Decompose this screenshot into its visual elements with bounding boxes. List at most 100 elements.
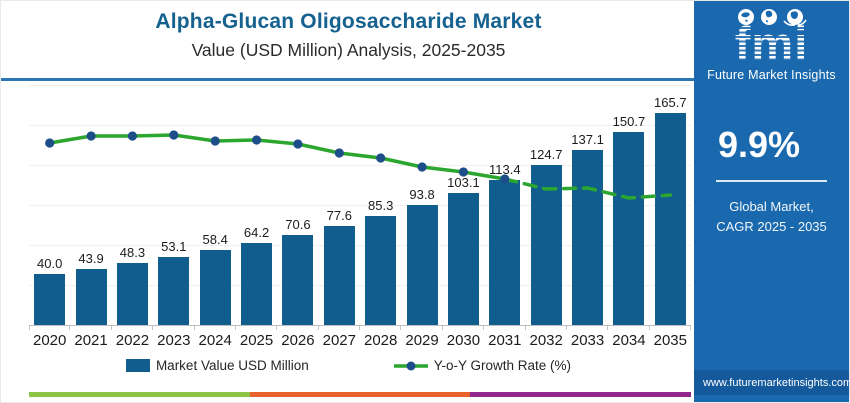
bar-value-label: 40.0 [37, 256, 63, 271]
x-axis-label: 2022 [115, 332, 150, 349]
website-band: www.futuremarketinsights.com [694, 370, 849, 395]
axis-tick [484, 326, 526, 330]
plot-columns: 40.0 43.9 48.3 53.1 58.4 64.2 70.6 77.6 85.3 93.8… [29, 85, 691, 325]
cagr-caption: Global Market, CAGR 2025 - 2035 [694, 197, 849, 237]
bar-column: 165.7 [650, 95, 691, 325]
logo-globes [694, 8, 849, 26]
x-axis-label: 2027 [322, 332, 356, 349]
bar-column: 48.3 [112, 245, 153, 325]
bar-value-label: 124.7 [529, 147, 563, 162]
strip-segment [249, 392, 471, 397]
axis-tick [526, 326, 567, 330]
fmi-logo: fmi Future Market Insights [694, 8, 849, 82]
bar-column: 43.9 [70, 251, 111, 325]
bar [323, 226, 355, 325]
bar-value-label: 77.6 [326, 208, 352, 223]
logo-caption: Future Market Insights [707, 68, 836, 82]
line-legend-icon [393, 361, 428, 370]
bar-value-label: 48.3 [119, 245, 146, 260]
bar [241, 243, 273, 325]
x-axis-label: 2034 [612, 332, 646, 349]
bar-value-label: 103.1 [447, 175, 480, 190]
axis-tick [153, 326, 195, 330]
axis-tick [112, 326, 154, 330]
bar [199, 250, 231, 325]
axis-tick [319, 326, 360, 330]
chart-panel: Alpha-Glucan Oligosaccharide Market Valu… [1, 1, 696, 402]
bar-value-label: 43.9 [78, 251, 104, 266]
bar-column: 70.6 [277, 217, 318, 325]
x-axis-label: 2026 [281, 332, 315, 349]
bar-legend-swatch [125, 359, 150, 372]
axis-tick [567, 326, 609, 330]
globe-south-america-icon [782, 9, 807, 26]
legend-item-bar: Market Value USD Million [125, 358, 309, 373]
strip-segment [29, 392, 250, 397]
line-legend-label: Y-o-Y Growth Rate (%) [433, 358, 572, 373]
x-axis-label: 2031 [488, 332, 522, 349]
x-axis-label: 2033 [570, 332, 605, 349]
bar-column: 58.4 [195, 232, 236, 325]
page-subtitle: Value (USD Million) Analysis, 2025-2035 [191, 40, 506, 60]
x-axis-label: 2029 [405, 332, 439, 349]
axis-tick [29, 326, 71, 330]
bar [75, 269, 107, 325]
axis-tick [360, 326, 402, 330]
bar-value-label: 93.8 [409, 187, 435, 202]
strip-segment [470, 392, 692, 397]
fmi-wordmark: fmi [694, 20, 849, 67]
bar-column: 64.2 [236, 225, 277, 325]
bar-value-label: 137.1 [571, 132, 604, 147]
bar [116, 263, 148, 325]
cagr-divider [716, 180, 827, 182]
sidebar: fmi Future Market Insights 9.9% Global M… [694, 1, 849, 402]
footer-color-strip [29, 392, 692, 397]
bar-value-label: 58.4 [202, 232, 228, 247]
bar-value-label: 70.6 [285, 217, 311, 232]
bar-column: 103.1 [443, 175, 484, 325]
website-link[interactable]: www.futuremarketinsights.com [703, 376, 850, 389]
bar-value-label: 150.7 [612, 114, 646, 129]
page-title: Alpha-Glucan Oligosaccharide Market [155, 10, 542, 33]
title-divider [1, 78, 696, 81]
axis-tick [277, 326, 319, 330]
bar-line-chart: 40.0 43.9 48.3 53.1 58.4 64.2 70.6 77.6 85.3 93.8… [29, 85, 691, 325]
legend-item-line: Y-o-Y Growth Rate (%) [393, 358, 572, 373]
bar [406, 205, 438, 325]
axis-tick [401, 326, 443, 330]
x-axis-label: 2032 [529, 332, 563, 349]
x-axis-label: 2028 [364, 332, 398, 349]
bar [654, 113, 686, 325]
globe-americas-icon [737, 9, 754, 25]
bar-column: 93.8 [401, 187, 442, 325]
bar [613, 132, 645, 325]
bar [282, 235, 314, 325]
x-axis-label: 2021 [74, 332, 108, 349]
axis-tick [195, 326, 236, 330]
bar-value-label: 64.2 [243, 225, 270, 240]
bar [365, 216, 397, 325]
axis-tick [70, 326, 112, 330]
bar [572, 150, 604, 325]
cagr-value: 9.9% [718, 124, 801, 165]
x-axis-labels: 2020 2021 2022 2023 2024 2025 2026 2027 2028 2029… [29, 332, 691, 349]
axis-tick [443, 326, 485, 330]
bar [530, 165, 562, 325]
bar-column: 124.7 [526, 147, 567, 325]
bar-value-label: 165.7 [654, 95, 687, 110]
bar-legend-label: Market Value USD Million [155, 358, 309, 373]
bar-column: 40.0 [29, 256, 70, 325]
bar-column: 137.1 [567, 132, 608, 325]
legend: Market Value USD Million Y-o-Y Growth Ra… [1, 358, 696, 373]
axis-tick [608, 326, 650, 330]
x-axis-label: 2024 [198, 332, 232, 349]
cagr-caption-line2: CAGR 2025 - 2035 [716, 219, 827, 235]
bar [447, 193, 479, 325]
x-axis-label: 2030 [446, 332, 481, 349]
axis-tick [650, 326, 691, 330]
bar-value-label: 85.3 [368, 198, 394, 213]
x-axis-label: 2023 [157, 332, 191, 349]
bar-column: 150.7 [608, 114, 649, 325]
globe-europe-africa-icon [760, 9, 777, 25]
